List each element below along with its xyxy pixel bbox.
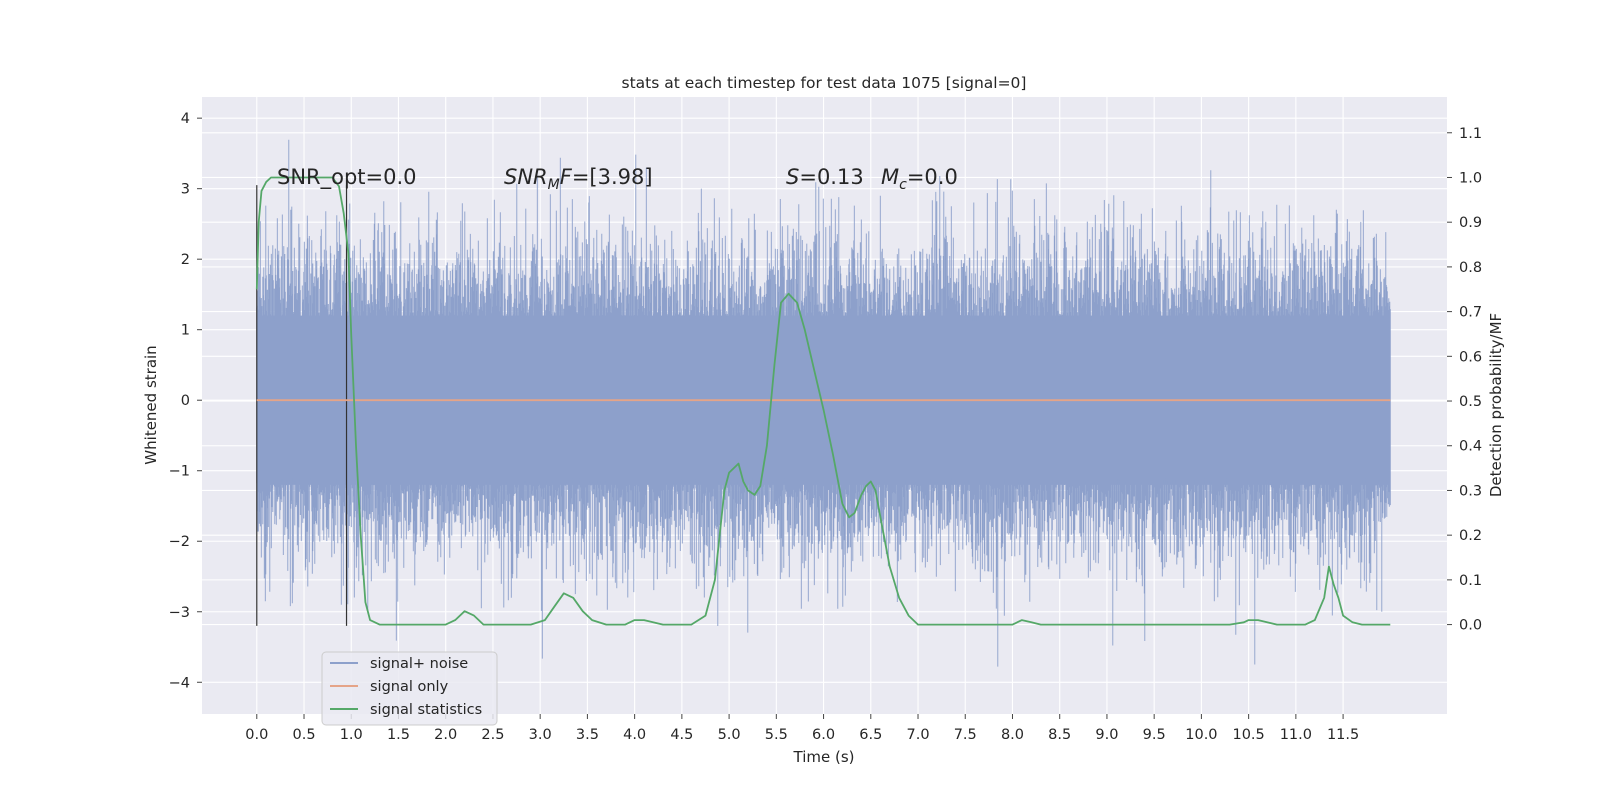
x-tick-label: 2.0 <box>434 727 457 743</box>
x-tick-label: 2.5 <box>481 727 504 743</box>
x-tick-label: 11.0 <box>1280 727 1312 743</box>
chart-title: stats at each timestep for test data 107… <box>622 74 1027 92</box>
y-tick-label: −3 <box>169 605 190 621</box>
x-tick-label: 1.5 <box>387 727 410 743</box>
legend-label-signal-statistics: signal statistics <box>370 702 482 718</box>
y-tick-label: −2 <box>169 534 190 550</box>
x-tick-label: 5.0 <box>718 727 741 743</box>
x-tick-label: 9.0 <box>1095 727 1118 743</box>
x-tick-label: 10.0 <box>1185 727 1217 743</box>
x-tick-label: 0.0 <box>245 727 268 743</box>
legend: signal+ noise signal only signal statist… <box>321 651 498 726</box>
x-tick-label: 4.5 <box>670 727 693 743</box>
x-tick-label: 6.5 <box>859 727 882 743</box>
x-tick-label: 1.0 <box>340 727 363 743</box>
signal-statistics-line <box>255 176 1391 626</box>
x-tick-label: 0.5 <box>292 727 315 743</box>
x-tick-label: 9.5 <box>1143 727 1166 743</box>
x-tick-label: 8.5 <box>1048 727 1071 743</box>
right-tick-label: 1.1 <box>1459 126 1482 142</box>
annotation-mc: Mc=0.0 <box>881 165 958 193</box>
right-tick-label: 0.2 <box>1459 528 1482 544</box>
y-tick-label: −4 <box>169 675 190 691</box>
x-tick-label: 4.0 <box>623 727 646 743</box>
series-signal-statistics <box>255 176 1391 626</box>
x-axis-label: Time (s) <box>793 748 855 766</box>
legend-label-signal-only: signal only <box>370 679 449 695</box>
right-tick-label: 1.0 <box>1459 170 1482 186</box>
right-tick-label: 0.4 <box>1459 439 1482 455</box>
x-tick-label: 10.5 <box>1232 727 1264 743</box>
x-tick-label: 11.5 <box>1327 727 1359 743</box>
x-tick-label: 7.5 <box>954 727 977 743</box>
right-axis-label: Detection probability/MF <box>1487 313 1505 497</box>
y-tick-label: 0 <box>181 393 190 409</box>
y-tick-label: 3 <box>181 182 190 198</box>
right-tick-label: 0.9 <box>1459 215 1482 231</box>
y-tick-label: 1 <box>181 323 190 339</box>
x-axis-ticks: 0.0 0.5 1.0 1.5 2.0 2.5 3.0 3.5 4.0 4.5 5.0 5.5 6.0 6… <box>245 714 1359 743</box>
annotation-snr-mf: SNRMF=[3.98] <box>504 165 653 193</box>
y-tick-label: −1 <box>169 464 190 480</box>
right-tick-label: 0.1 <box>1459 573 1482 589</box>
right-tick-label: 0.5 <box>1459 394 1482 410</box>
legend-label-signal-noise: signal+ noise <box>370 656 468 672</box>
right-tick-label: 0.0 <box>1459 618 1482 634</box>
right-tick-label: 0.6 <box>1459 349 1482 365</box>
right-tick-label: 0.8 <box>1459 260 1482 276</box>
x-tick-label: 6.0 <box>812 727 835 743</box>
legend-box <box>321 651 498 726</box>
x-tick-label: 5.5 <box>765 727 788 743</box>
y-axis-label: Whitened strain <box>142 345 160 464</box>
x-tick-label: 3.5 <box>576 727 599 743</box>
y-axis-ticks: 4 3 2 1 0 −1 −2 −3 −4 <box>169 111 202 691</box>
right-axis-ticks: 1.1 1.0 0.9 0.8 0.7 0.6 0.5 0.4 0.3 0.2 0.1 0.0 <box>1447 126 1482 634</box>
right-tick-label: 0.7 <box>1459 305 1482 321</box>
right-tick-label: 0.3 <box>1459 483 1482 499</box>
y-tick-label: 4 <box>181 111 190 127</box>
x-tick-label: 7.0 <box>906 727 929 743</box>
annotation-snr-opt: SNR_opt=0.0 <box>277 165 417 190</box>
y-tick-label: 2 <box>181 252 190 268</box>
x-tick-label: 8.0 <box>1001 727 1024 743</box>
annotation-s: S=0.13 <box>786 165 864 189</box>
x-tick-label: 3.0 <box>529 727 552 743</box>
